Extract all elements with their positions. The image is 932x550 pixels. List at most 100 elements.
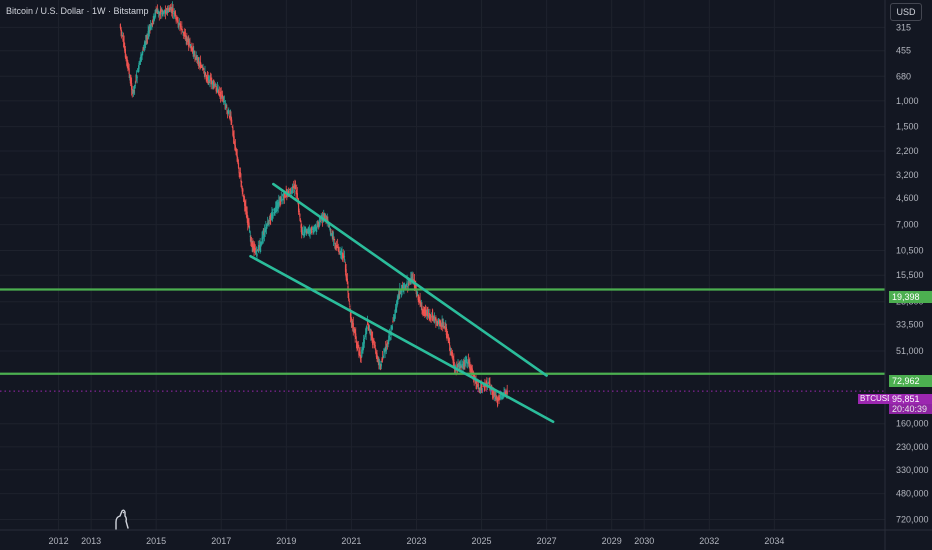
candle-body [139, 57, 141, 65]
candle-body [487, 382, 489, 383]
candle-body [386, 343, 388, 345]
candle-body [239, 172, 241, 177]
candle-body [244, 200, 246, 206]
candle-body [424, 309, 426, 315]
candle-body [370, 332, 372, 335]
candle-body [267, 221, 269, 223]
candle-body [488, 382, 490, 385]
candle-body [196, 57, 198, 59]
candle-body [493, 389, 495, 395]
ticker-symbol-tag: BTCUSD [858, 394, 895, 404]
time-tick-label: 2034 [764, 536, 784, 546]
candle-body [160, 10, 162, 12]
time-tick-label: 2027 [537, 536, 557, 546]
candle-body [322, 214, 324, 219]
candle-body [315, 229, 317, 232]
candle-body [397, 293, 400, 299]
candle-body [237, 162, 240, 168]
level-tag-72962: 72,962 [889, 375, 932, 387]
candle-body [471, 366, 473, 373]
candle-body [447, 334, 449, 338]
candle-body [382, 356, 384, 358]
candle-body [327, 224, 330, 225]
candle-body [137, 70, 139, 72]
candle-body [195, 56, 197, 58]
candle-body [440, 324, 443, 328]
candle-body [356, 341, 358, 346]
candle-body [279, 201, 281, 203]
candle-body [246, 211, 248, 219]
tradingview-dino-icon[interactable] [113, 508, 133, 530]
candle-body [318, 222, 320, 226]
candle-body [130, 79, 132, 83]
candle-body [459, 364, 462, 369]
candle-body [302, 234, 304, 236]
candle-body [120, 27, 122, 31]
candle-body [375, 352, 378, 358]
candle-body [140, 54, 143, 58]
candle-body [186, 36, 188, 42]
candle-body [284, 193, 286, 196]
price-tick-label: 315 [896, 22, 911, 32]
candle-body [176, 17, 179, 21]
candle-body [335, 246, 337, 248]
candle-body [496, 395, 498, 399]
candle-body [385, 347, 387, 350]
candle-body [497, 399, 499, 402]
price-tick-label: 7,000 [896, 220, 919, 230]
candle-body [188, 44, 190, 46]
candle-body [394, 314, 396, 319]
candle-body [131, 90, 133, 94]
candle-body [280, 198, 282, 202]
candle-body [336, 247, 338, 249]
candle-body [368, 325, 370, 331]
candle-body [275, 204, 277, 210]
candle-body [300, 224, 302, 229]
candle-body [149, 27, 151, 29]
candle-body [383, 349, 386, 352]
candle-body [208, 75, 210, 82]
candle-body [146, 37, 149, 39]
candle-body [408, 283, 410, 286]
candle-body [121, 34, 123, 36]
candle-body [316, 225, 318, 229]
candle-body [222, 100, 224, 102]
candle-body [366, 325, 368, 332]
candle-body [316, 223, 319, 226]
candle-body [268, 219, 270, 226]
candle-body [325, 218, 327, 220]
candle-body [338, 246, 340, 252]
candle-body [153, 15, 155, 22]
candle-body [372, 337, 374, 345]
candle-body [152, 20, 154, 23]
candle-body [378, 362, 380, 365]
candle-body [477, 385, 479, 388]
candle-body [274, 210, 276, 213]
candle-body [400, 290, 402, 293]
candle-body [135, 74, 138, 77]
candle-body [251, 242, 253, 247]
candle-body [489, 389, 492, 391]
candle-body [381, 359, 383, 361]
time-tick-label: 2012 [49, 536, 69, 546]
currency-button[interactable]: USD [890, 3, 922, 21]
candle-body [424, 309, 427, 316]
candle-body [353, 328, 356, 333]
candle-body [381, 357, 384, 361]
candle-body [403, 285, 406, 287]
candle-body [423, 312, 425, 315]
candle-body [277, 204, 279, 209]
candle-body [155, 12, 157, 14]
candle-body [434, 319, 436, 321]
time-tick-label: 2032 [699, 536, 719, 546]
candle-body [176, 16, 178, 18]
candle-body [281, 194, 284, 196]
candle-body [137, 68, 139, 73]
time-tick-label: 2023 [406, 536, 426, 546]
candle-body [497, 397, 500, 401]
candle-body [182, 31, 184, 33]
candle-body [232, 127, 234, 136]
candle-body [432, 317, 434, 320]
candle-body [174, 11, 176, 15]
